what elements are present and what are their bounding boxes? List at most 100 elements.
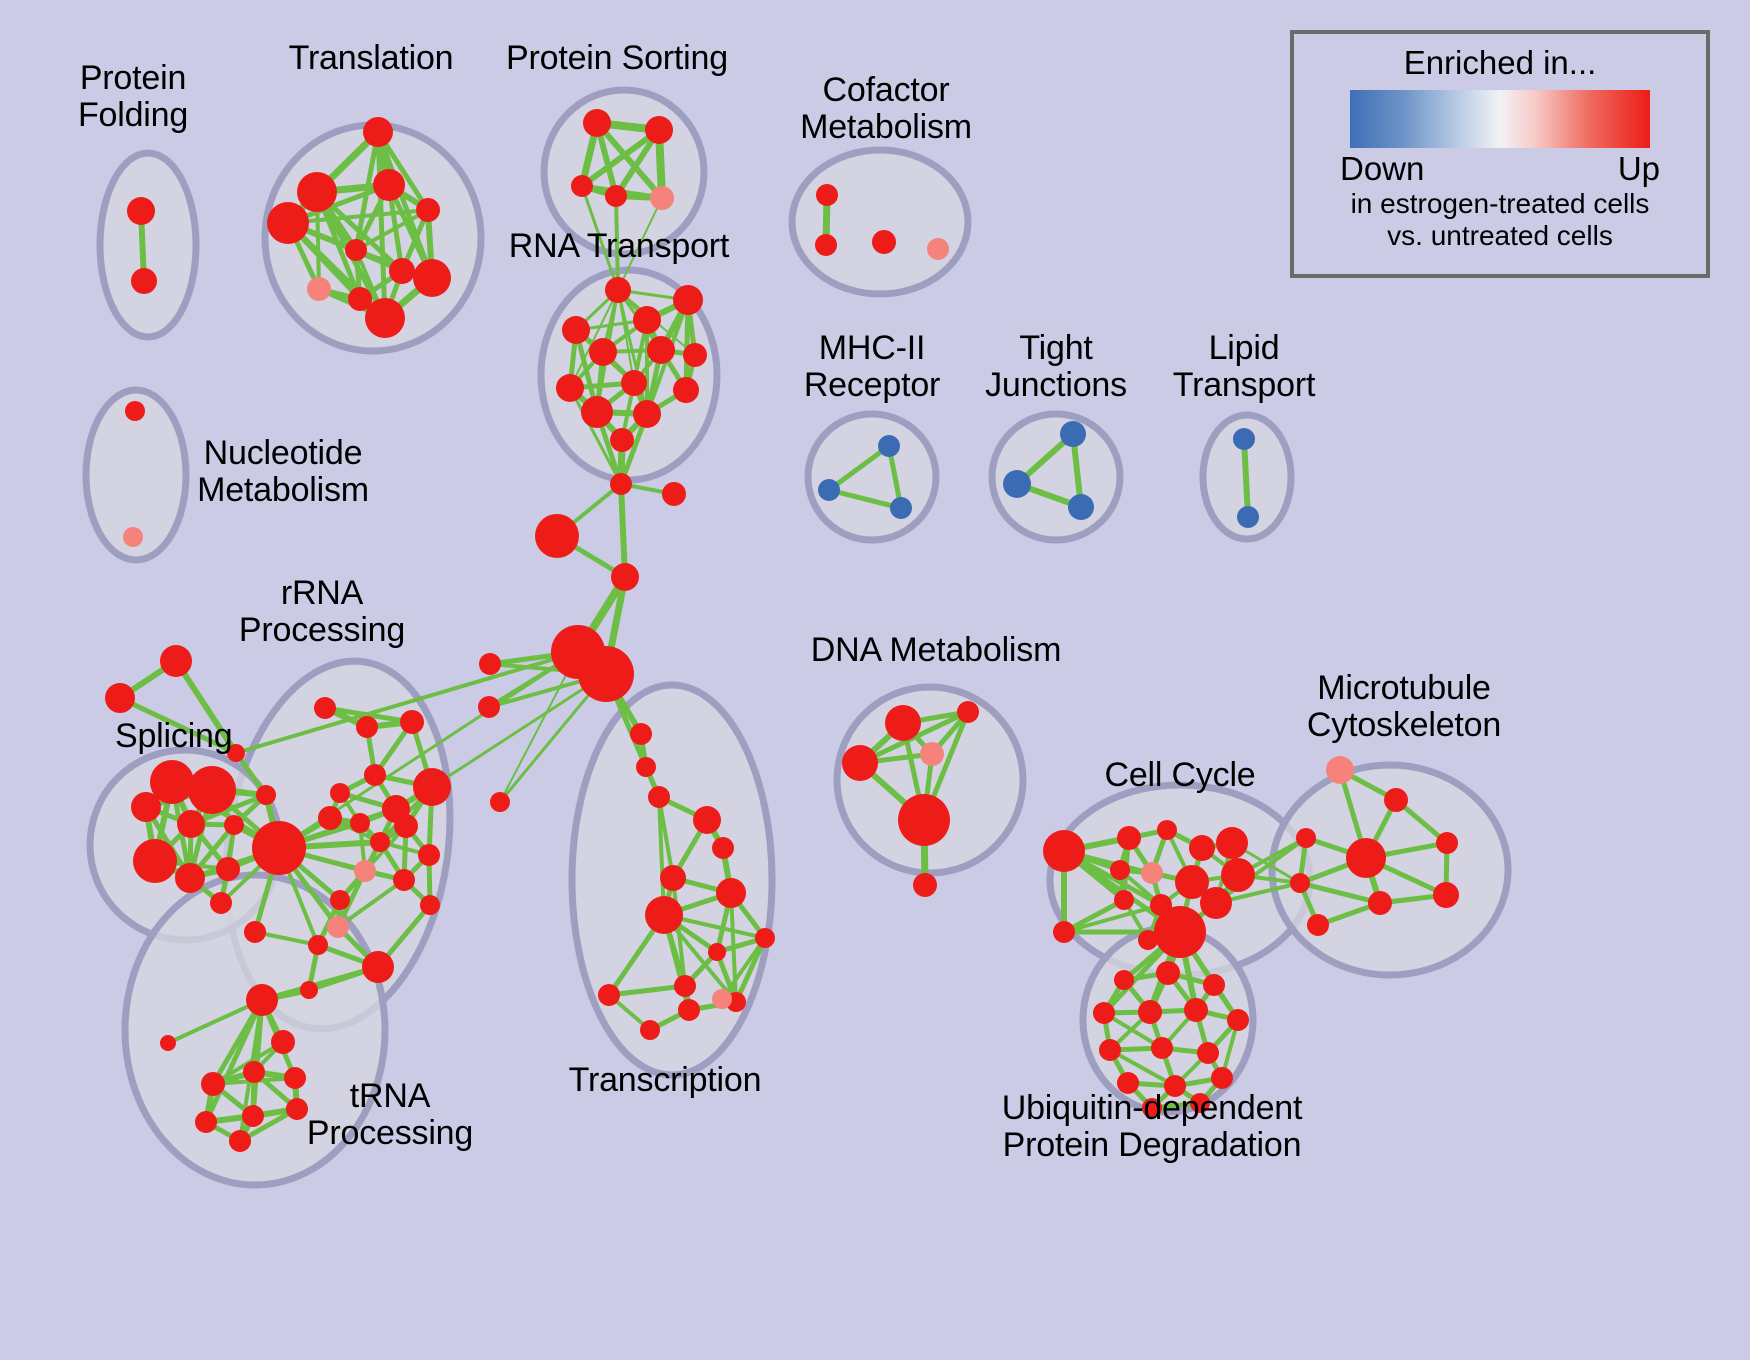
network-node[interactable] [648,786,670,808]
network-node[interactable] [307,277,331,301]
network-node[interactable] [131,792,161,822]
network-node[interactable] [244,921,266,943]
network-node[interactable] [1053,921,1075,943]
network-node[interactable] [878,435,900,457]
network-node[interactable] [1307,914,1329,936]
network-node[interactable] [898,794,950,846]
network-node[interactable] [318,806,342,830]
network-node[interactable] [393,869,415,891]
network-node[interactable] [872,230,896,254]
network-node[interactable] [478,696,500,718]
network-node[interactable] [1433,882,1459,908]
network-node[interactable] [1233,428,1255,450]
network-node[interactable] [224,815,244,835]
network-node[interactable] [201,1072,225,1096]
network-node[interactable] [920,742,944,766]
network-node[interactable] [1384,788,1408,812]
network-node[interactable] [1068,494,1094,520]
network-node[interactable] [350,813,370,833]
network-node[interactable] [370,832,390,852]
network-node[interactable] [1043,830,1085,872]
network-node[interactable] [125,401,145,421]
network-node[interactable] [611,563,639,591]
network-node[interactable] [1060,421,1086,447]
network-node[interactable] [571,175,593,197]
network-node[interactable] [216,857,240,881]
network-node[interactable] [418,844,440,866]
network-node[interactable] [755,928,775,948]
network-node[interactable] [535,514,579,558]
network-node[interactable] [673,377,699,403]
network-node[interactable] [227,744,245,762]
network-node[interactable] [363,117,393,147]
network-node[interactable] [605,185,627,207]
network-node[interactable] [1093,1002,1115,1024]
network-node[interactable] [1138,930,1158,950]
network-node[interactable] [640,1020,660,1040]
network-node[interactable] [271,1030,295,1054]
network-node[interactable] [712,989,732,1009]
network-node[interactable] [416,198,440,222]
network-node[interactable] [177,810,205,838]
network-node[interactable] [188,766,236,814]
network-node[interactable] [1154,906,1206,958]
network-node[interactable] [913,873,937,897]
network-node[interactable] [348,287,372,311]
network-node[interactable] [578,646,634,702]
network-node[interactable] [284,1067,306,1089]
network-node[interactable] [927,238,949,260]
network-node[interactable] [1227,1009,1249,1031]
network-node[interactable] [1436,832,1458,854]
network-node[interactable] [633,306,661,334]
network-node[interactable] [330,890,350,910]
network-node[interactable] [598,984,620,1006]
network-node[interactable] [683,343,707,367]
network-node[interactable] [123,527,143,547]
network-node[interactable] [645,116,673,144]
network-node[interactable] [1203,974,1225,996]
network-node[interactable] [327,916,349,938]
network-node[interactable] [1151,1037,1173,1059]
network-node[interactable] [356,716,378,738]
network-node[interactable] [362,951,394,983]
network-node[interactable] [373,169,405,201]
network-node[interactable] [246,984,278,1016]
network-node[interactable] [1114,890,1134,910]
network-node[interactable] [1138,1000,1162,1024]
network-node[interactable] [621,370,647,396]
network-node[interactable] [662,482,686,506]
network-node[interactable] [131,268,157,294]
network-node[interactable] [712,837,734,859]
network-node[interactable] [1164,1075,1186,1097]
network-node[interactable] [678,999,700,1021]
network-node[interactable] [1110,860,1130,880]
network-node[interactable] [364,764,386,786]
network-node[interactable] [1296,828,1316,848]
network-node[interactable] [308,935,328,955]
network-node[interactable] [297,172,337,212]
network-node[interactable] [175,863,205,893]
network-node[interactable] [660,865,686,891]
network-node[interactable] [150,760,194,804]
network-node[interactable] [252,821,306,875]
network-node[interactable] [160,645,192,677]
network-node[interactable] [490,792,510,812]
network-node[interactable] [1142,1098,1162,1118]
network-node[interactable] [1290,873,1310,893]
network-node[interactable] [195,1111,217,1133]
network-node[interactable] [1189,835,1215,861]
network-node[interactable] [890,497,912,519]
network-node[interactable] [636,757,656,777]
network-node[interactable] [1114,970,1134,990]
network-node[interactable] [645,896,683,934]
network-node[interactable] [1346,838,1386,878]
network-node[interactable] [1368,891,1392,915]
network-node[interactable] [842,745,878,781]
network-node[interactable] [127,197,155,225]
network-node[interactable] [133,839,177,883]
network-node[interactable] [885,705,921,741]
network-node[interactable] [365,298,405,338]
network-node[interactable] [610,428,634,452]
network-node[interactable] [1326,756,1354,784]
network-node[interactable] [818,479,840,501]
